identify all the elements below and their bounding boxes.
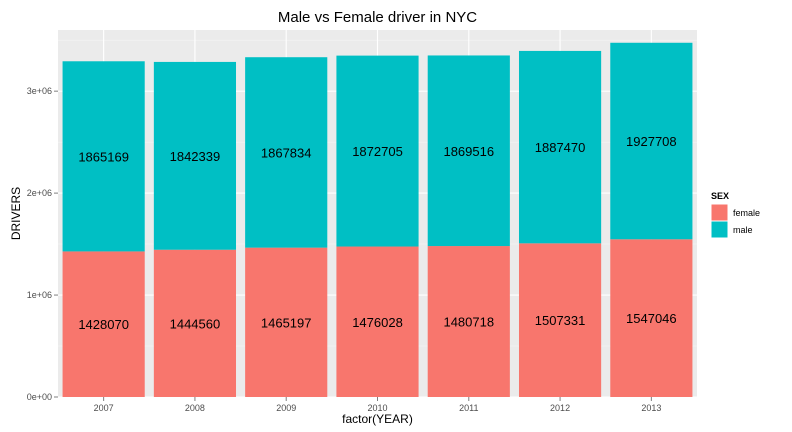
bar-label-female-2009: 1465197 bbox=[261, 315, 312, 330]
y-axis-title: DRIVERS bbox=[9, 187, 23, 240]
bar-label-male-2011: 1869516 bbox=[443, 144, 494, 159]
bar-label-female-2013: 1547046 bbox=[626, 311, 677, 326]
x-tick-label: 2011 bbox=[459, 403, 478, 413]
x-axis-title: factor(YEAR) bbox=[342, 412, 413, 426]
x-tick-label: 2012 bbox=[550, 403, 570, 413]
legend-label-male: male bbox=[733, 225, 753, 235]
bar-label-male-2013: 1927708 bbox=[626, 134, 677, 149]
y-tick-label: 2e+06 bbox=[27, 188, 52, 198]
x-tick-label: 2008 bbox=[185, 403, 205, 413]
bar-label-female-2007: 1428070 bbox=[78, 317, 129, 332]
y-tick-label: 3e+06 bbox=[27, 86, 52, 96]
legend-title: SEX bbox=[711, 191, 729, 201]
x-tick-label: 2007 bbox=[94, 403, 114, 413]
y-tick-label: 1e+06 bbox=[27, 290, 52, 300]
legend-label-female: female bbox=[733, 208, 760, 218]
bar-label-male-2007: 1865169 bbox=[78, 149, 129, 164]
bar-label-female-2012: 1507331 bbox=[535, 313, 586, 328]
bar-label-male-2012: 1887470 bbox=[535, 140, 586, 155]
bar-label-male-2008: 1842339 bbox=[170, 149, 221, 164]
y-tick-label: 0e+00 bbox=[27, 392, 52, 402]
bar-label-female-2011: 1480718 bbox=[443, 315, 494, 330]
legend-key-female bbox=[711, 204, 728, 221]
legend-key-male bbox=[711, 221, 728, 238]
chart-title: Male vs Female driver in NYC bbox=[278, 9, 477, 26]
bar-label-female-2010: 1476028 bbox=[352, 315, 403, 330]
x-tick-label: 2009 bbox=[276, 403, 296, 413]
bar-label-male-2009: 1867834 bbox=[261, 145, 312, 160]
bar-label-female-2008: 1444560 bbox=[170, 316, 221, 331]
x-tick-label: 2013 bbox=[641, 403, 661, 413]
bar-label-male-2010: 1872705 bbox=[352, 144, 403, 159]
